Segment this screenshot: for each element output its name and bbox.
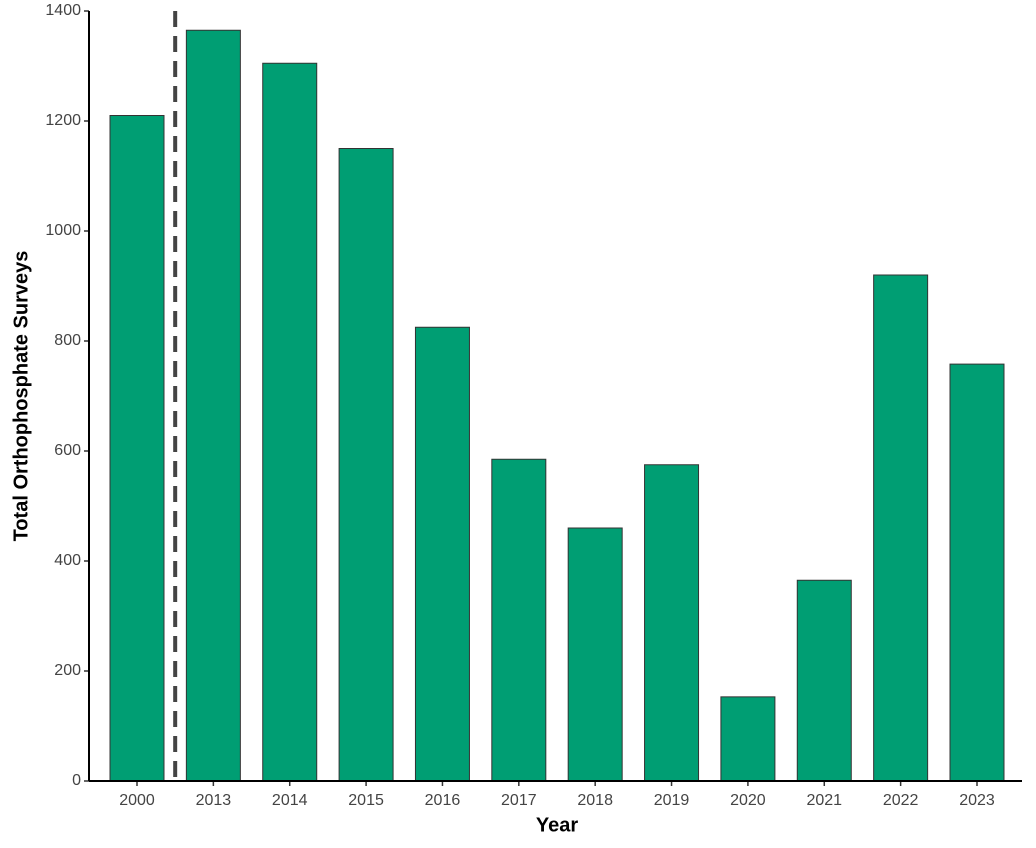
x-axis-title: Year (536, 814, 578, 836)
x-tick-label: 2014 (272, 792, 308, 809)
bar (109, 115, 165, 782)
y-tick-label: 1400 (45, 2, 81, 19)
x-tick-label: 2018 (577, 792, 613, 809)
x-tick-label: 2015 (348, 792, 384, 809)
bar (567, 527, 623, 782)
y-tick-label: 0 (72, 772, 81, 789)
bar (185, 29, 241, 782)
y-tick-label: 200 (54, 662, 81, 679)
bar (262, 62, 318, 782)
bar (414, 326, 470, 782)
y-tick-label: 1000 (45, 222, 81, 239)
y-tick-label: 600 (54, 442, 81, 459)
x-tick-label: 2022 (883, 792, 919, 809)
x-tick-label: 2019 (654, 792, 690, 809)
x-tick-label: 2016 (425, 792, 461, 809)
bar (796, 579, 852, 782)
x-tick-label: 2021 (806, 792, 842, 809)
x-tick-label: 2000 (119, 792, 155, 809)
y-tick-label: 800 (54, 332, 81, 349)
bar (491, 458, 547, 782)
x-tick-label: 2023 (959, 792, 995, 809)
bar (949, 363, 1005, 782)
bar (720, 696, 776, 782)
y-tick-label: 400 (54, 552, 81, 569)
bar (644, 464, 700, 782)
y-tick-label: 1200 (45, 112, 81, 129)
x-tick-label: 2020 (730, 792, 766, 809)
bar (873, 274, 929, 782)
y-axis-title: Total Orthophosphate Surveys (10, 251, 32, 542)
bar (338, 148, 394, 782)
x-tick-label: 2017 (501, 792, 537, 809)
x-tick-label: 2013 (196, 792, 232, 809)
